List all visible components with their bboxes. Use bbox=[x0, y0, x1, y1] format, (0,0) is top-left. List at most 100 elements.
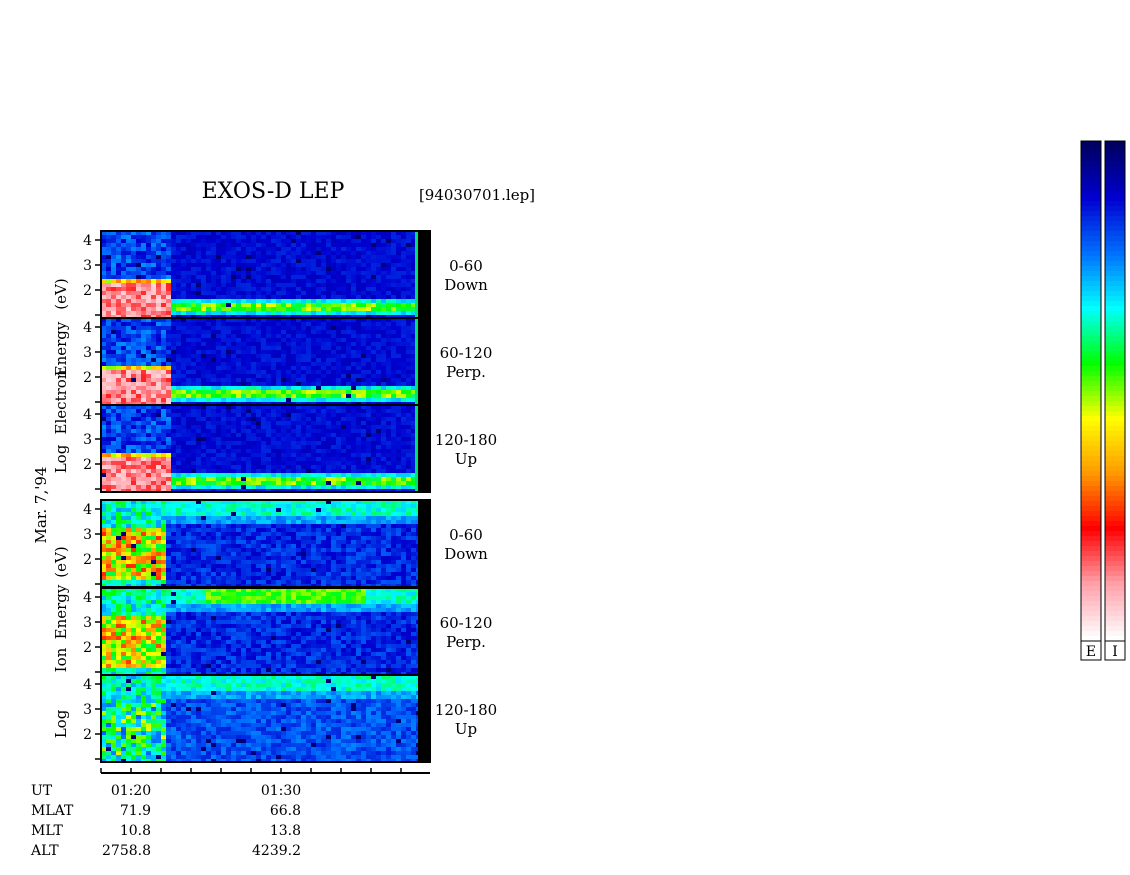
spectrogram-cell bbox=[166, 362, 171, 366]
spectrogram-cell bbox=[211, 504, 216, 508]
spectrogram-cell bbox=[146, 405, 151, 409]
spectrogram-cell bbox=[156, 370, 161, 374]
spectrogram-cell bbox=[326, 457, 331, 461]
spectrogram-cell bbox=[326, 425, 331, 429]
spectrogram-cell bbox=[366, 346, 371, 350]
spectrogram-cell bbox=[106, 504, 111, 508]
spectrogram-cell bbox=[251, 239, 256, 243]
spectrogram-cell bbox=[156, 322, 161, 326]
spectrogram-cell bbox=[236, 520, 241, 524]
spectrogram-cell bbox=[371, 433, 376, 437]
spectrogram-cell bbox=[256, 413, 261, 417]
spectrogram-cell bbox=[246, 299, 251, 303]
spectrogram-cell bbox=[311, 318, 316, 322]
spectrogram-cell bbox=[276, 326, 281, 330]
spectrogram-cell bbox=[376, 358, 381, 362]
spectrogram-cell bbox=[216, 330, 221, 334]
spectrogram-cell bbox=[316, 382, 321, 386]
spectrogram-cell bbox=[311, 311, 316, 315]
spectrogram-cell bbox=[211, 528, 216, 532]
spectrogram-cell bbox=[236, 295, 241, 299]
spectrogram-cell bbox=[351, 243, 356, 247]
spectrogram-cell bbox=[331, 362, 336, 366]
spectrogram-cell bbox=[101, 520, 106, 524]
spectrogram-cell bbox=[211, 350, 216, 354]
spectrogram-cell bbox=[211, 564, 216, 568]
spectrogram-cell bbox=[361, 366, 366, 370]
spectrogram-cell bbox=[356, 425, 361, 429]
spectrogram-cell bbox=[151, 520, 156, 524]
spectrogram-cell bbox=[211, 354, 216, 358]
spectrogram-cell bbox=[311, 453, 316, 457]
spectrogram-cell bbox=[281, 386, 286, 390]
spectrogram-cell bbox=[396, 429, 401, 433]
spectrogram-cell bbox=[126, 449, 131, 453]
spectrogram-cell bbox=[336, 326, 341, 330]
spectrogram-cell bbox=[206, 417, 211, 421]
spectrogram-cell bbox=[231, 231, 236, 235]
spectrogram-cell bbox=[206, 330, 211, 334]
spectrogram-cell bbox=[156, 449, 161, 453]
spectrogram-cell bbox=[356, 299, 361, 303]
spectrogram-cell bbox=[131, 370, 136, 374]
spectrogram-cell bbox=[336, 350, 341, 354]
spectrogram-cell bbox=[336, 374, 341, 378]
spectrogram-cell bbox=[286, 338, 291, 342]
spectrogram-cell bbox=[361, 405, 366, 409]
spectrogram-cell bbox=[121, 453, 126, 457]
spectrogram-cell bbox=[106, 259, 111, 263]
spectrogram-cell bbox=[306, 271, 311, 275]
spectrogram-cell bbox=[121, 485, 126, 489]
spectrogram-cell bbox=[196, 330, 201, 334]
spectrogram-cell bbox=[141, 445, 146, 449]
spectrogram-cell bbox=[141, 572, 146, 576]
spectrogram-cell bbox=[206, 461, 211, 465]
spectrogram-cell bbox=[161, 524, 166, 528]
spectrogram-cell bbox=[146, 548, 151, 552]
spectrogram-cell bbox=[406, 378, 411, 382]
spectrogram-cell bbox=[176, 473, 181, 477]
spectrogram-cell bbox=[171, 239, 176, 243]
spectrogram-cell bbox=[251, 425, 256, 429]
spectrogram-cell bbox=[211, 303, 216, 307]
spectrogram-cell bbox=[221, 421, 226, 425]
spectrogram-cell bbox=[331, 354, 336, 358]
spectrogram-cell bbox=[401, 461, 406, 465]
spectrogram-cell bbox=[331, 465, 336, 469]
spectrogram-cell bbox=[121, 504, 126, 508]
spectrogram-cell bbox=[166, 267, 171, 271]
spectrogram-cell bbox=[281, 445, 286, 449]
spectrogram-cell bbox=[121, 473, 126, 477]
spectrogram-cell bbox=[266, 346, 271, 350]
spectrogram-cell bbox=[211, 457, 216, 461]
spectrogram-cell bbox=[381, 421, 386, 425]
spectrogram-cell bbox=[216, 556, 221, 560]
spectrogram-cell bbox=[176, 311, 181, 315]
spectrogram-cell bbox=[271, 295, 276, 299]
spectrogram-cell bbox=[286, 311, 291, 315]
spectrogram-cell bbox=[291, 251, 296, 255]
spectrogram-cell bbox=[116, 576, 121, 580]
spectrogram-cell bbox=[201, 453, 206, 457]
spectrogram-cell bbox=[251, 576, 256, 580]
spectrogram-cell bbox=[111, 243, 116, 247]
spectrogram-cell bbox=[141, 568, 146, 572]
spectrogram-cell bbox=[246, 568, 251, 572]
spectrogram-cell bbox=[121, 374, 126, 378]
spectrogram-cell bbox=[276, 271, 281, 275]
spectrogram-cell bbox=[286, 239, 291, 243]
spectrogram-cell bbox=[191, 445, 196, 449]
spectrogram-cell bbox=[186, 473, 191, 477]
spectrogram-cell bbox=[296, 441, 301, 445]
spectrogram-cell bbox=[331, 453, 336, 457]
spectrogram-cell bbox=[186, 437, 191, 441]
spectrogram-cell bbox=[191, 437, 196, 441]
spectrogram-cell bbox=[116, 449, 121, 453]
spectrogram-cell bbox=[361, 437, 366, 441]
spectrogram-cell bbox=[256, 441, 261, 445]
spectrogram-cell bbox=[101, 453, 106, 457]
spectrogram-cell bbox=[191, 398, 196, 402]
spectrogram-cell bbox=[136, 235, 141, 239]
spectrogram-cell bbox=[281, 239, 286, 243]
